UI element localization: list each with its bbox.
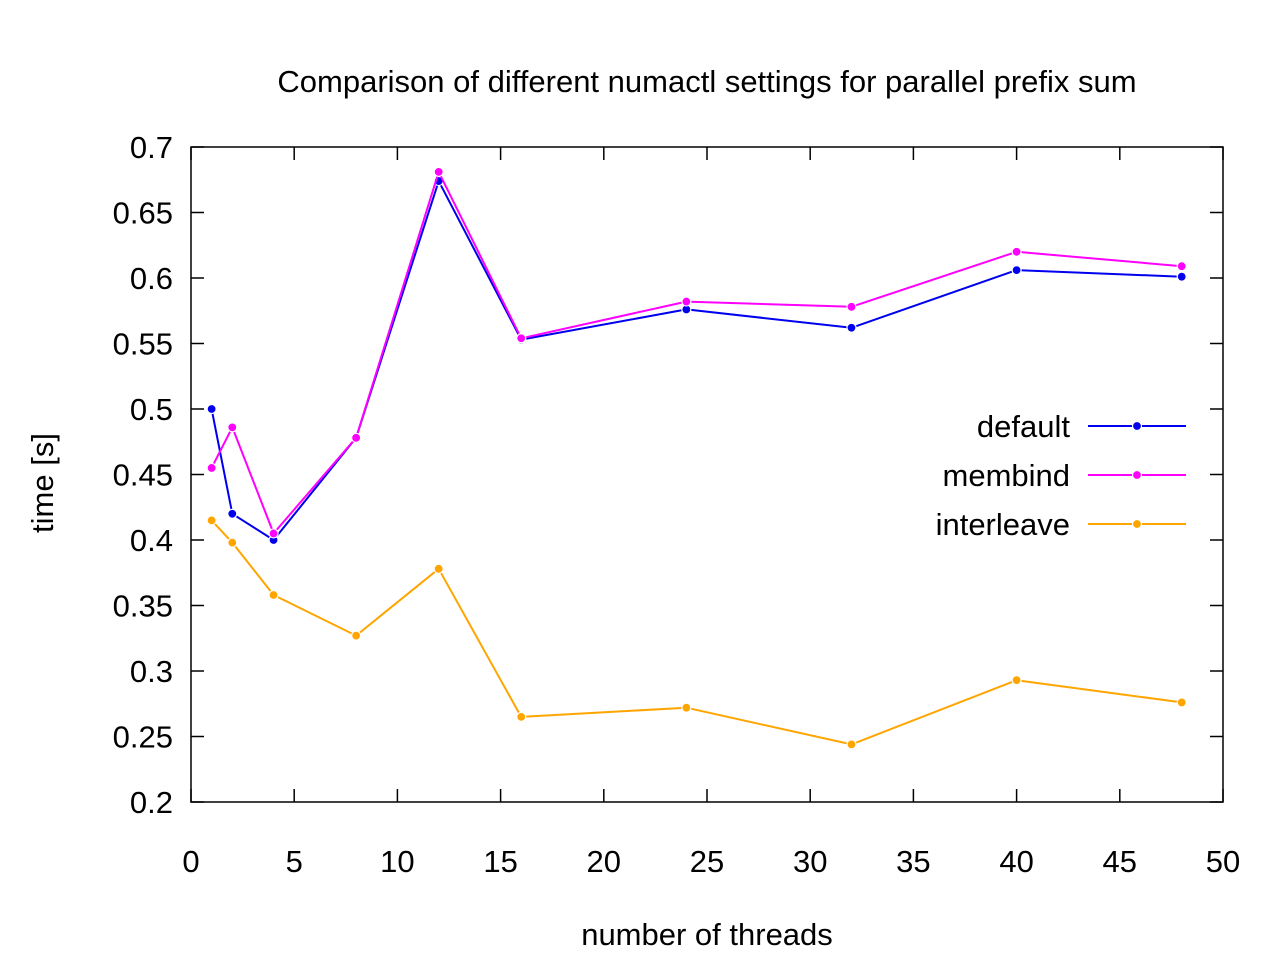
x-tick-label: 0 <box>182 844 199 879</box>
legend-label-membind: membind <box>943 458 1071 493</box>
data-point-interleave <box>681 702 692 713</box>
data-point-membind <box>433 166 444 177</box>
legend-marker-default <box>1131 420 1143 432</box>
data-point-interleave <box>227 537 238 548</box>
data-point-interleave <box>516 711 527 722</box>
legend-label-interleave: interleave <box>936 507 1070 542</box>
data-point-interleave <box>846 739 857 750</box>
data-point-default <box>206 403 217 415</box>
x-tick-label: 20 <box>587 844 621 879</box>
y-tick-label: 0.4 <box>130 523 173 558</box>
x-tick-label: 15 <box>483 844 517 879</box>
y-tick-label: 0.7 <box>130 130 173 165</box>
legend: default membind interleave <box>936 409 1186 542</box>
plot-area: 0 5 10 15 20 25 30 35 40 45 50 0.2 0.25 0.3 0.35 0.4 0.4… <box>113 130 1241 879</box>
legend-marker-membind <box>1131 469 1143 481</box>
data-point-membind <box>681 296 692 307</box>
x-tick-label: 45 <box>1103 844 1137 879</box>
chart-title: Comparison of different numactl settings… <box>277 64 1136 99</box>
data-point-membind <box>206 462 217 474</box>
series-line-membind <box>210 170 1182 535</box>
x-tick-label: 5 <box>286 844 303 879</box>
data-point-membind <box>1011 246 1022 257</box>
y-tick-label: 0.3 <box>130 654 173 689</box>
y-tick-label: 0.65 <box>113 196 173 231</box>
y-tick-label: 0.25 <box>113 720 173 755</box>
data-point-interleave <box>1176 697 1187 708</box>
data-point-membind <box>227 422 238 433</box>
data-point-membind <box>846 301 857 312</box>
data-point-default <box>846 322 857 333</box>
x-tick-label: 35 <box>896 844 930 879</box>
data-point-default <box>227 508 238 519</box>
series-line-interleave <box>210 519 1182 746</box>
x-tick-label: 50 <box>1206 844 1240 879</box>
data-point-interleave <box>433 563 444 574</box>
x-tick-label: 30 <box>793 844 827 879</box>
legend-marker-interleave <box>1131 518 1143 530</box>
data-point-membind <box>351 432 362 443</box>
y-tick-label: 0.45 <box>113 458 173 493</box>
data-point-default <box>1176 271 1187 282</box>
data-point-interleave <box>206 515 217 526</box>
x-tick-label: 40 <box>999 844 1033 879</box>
y-tick-label: 0.2 <box>130 785 173 820</box>
series-line-default <box>210 180 1182 541</box>
x-tick-label: 25 <box>690 844 724 879</box>
legend-label-default: default <box>977 409 1070 444</box>
data-point-membind <box>1176 261 1187 272</box>
y-tick-label: 0.55 <box>113 327 173 362</box>
y-tick-label: 0.5 <box>130 392 173 427</box>
data-point-membind <box>268 528 279 539</box>
data-point-interleave <box>1011 675 1022 686</box>
data-point-membind <box>516 333 527 344</box>
data-point-default <box>1011 265 1022 276</box>
x-tick-label: 10 <box>380 844 414 879</box>
data-point-interleave <box>268 589 279 601</box>
plot-frame <box>190 146 1224 803</box>
y-axis-label: time [s] <box>25 433 60 533</box>
y-tick-label: 0.35 <box>113 589 173 624</box>
x-axis-label: number of threads <box>581 917 833 952</box>
data-point-interleave <box>351 630 362 641</box>
y-tick-label: 0.6 <box>130 261 173 296</box>
